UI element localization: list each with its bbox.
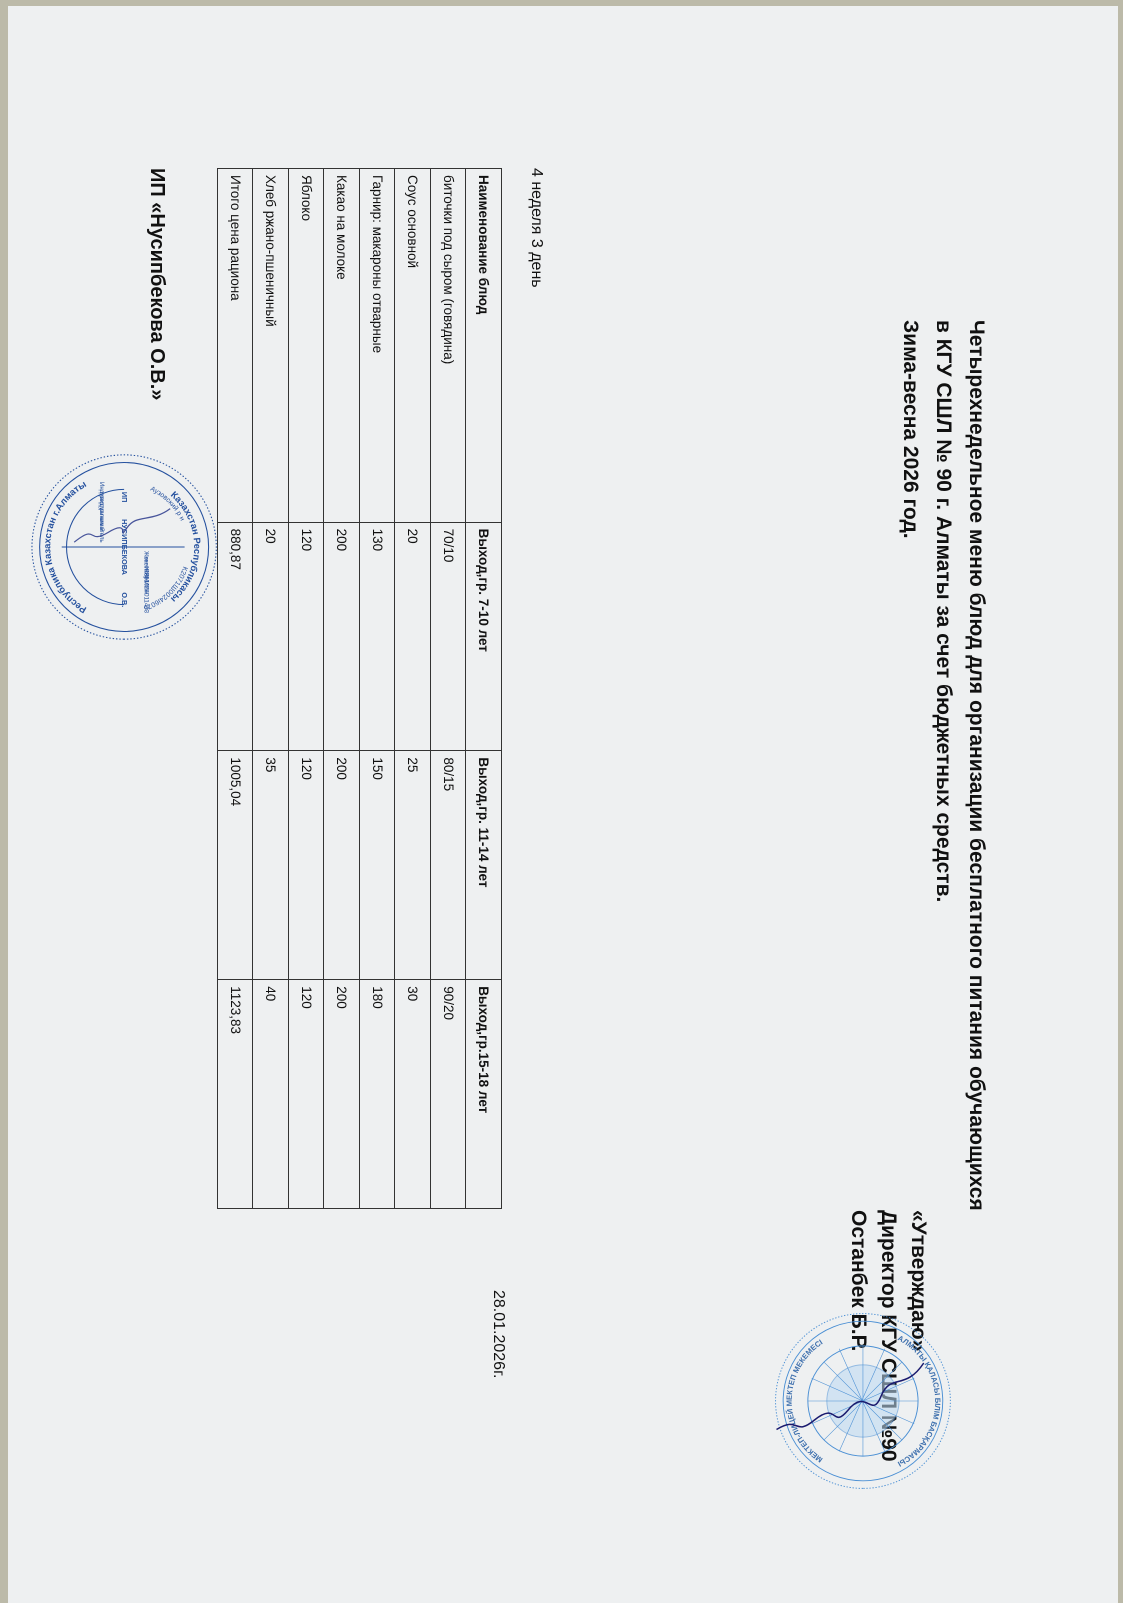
svg-text:ИП: ИП — [120, 492, 129, 502]
svg-text:О.В.: О.В. — [120, 592, 129, 607]
svg-text:7301054011453: 7301054011453 — [142, 569, 149, 613]
